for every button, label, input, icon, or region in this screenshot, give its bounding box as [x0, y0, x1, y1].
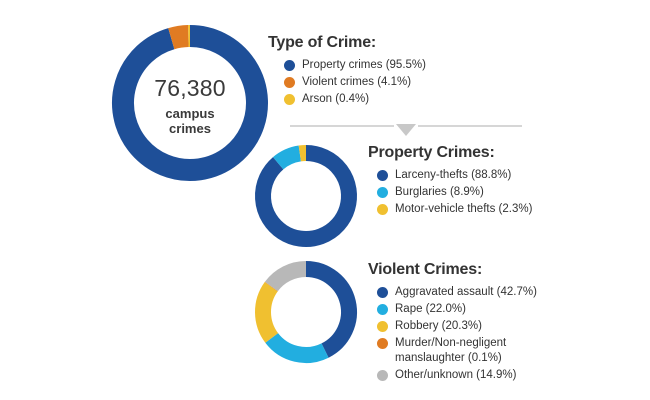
legend-label: Property crimes (95.5%): [302, 59, 426, 71]
slice-other-unknown: [264, 261, 307, 292]
legend-swatch: [284, 60, 295, 71]
total-crimes-value: 76,380: [154, 75, 226, 101]
legend-swatch: [377, 338, 388, 349]
legend-swatch: [377, 170, 388, 181]
legend-item-violent-crimes: Violent crimes (4.1%): [284, 75, 426, 90]
slice-property-crimes: [112, 25, 268, 181]
legend-swatch: [284, 94, 295, 105]
legend-label: Motor-vehicle thefts (2.3%): [395, 203, 533, 215]
legend-item-robbery: Robbery (20.3%): [377, 319, 537, 334]
legend-item-rape: Rape (22.0%): [377, 302, 537, 317]
divider-arrow: [290, 124, 522, 136]
legend-label: Aggravated assault (42.7%): [395, 286, 537, 298]
down-arrow-icon: [396, 124, 416, 136]
legend-item-larceny-thefts: Larceny-thefts (88.8%): [377, 168, 532, 183]
legend-item-murder-non-negligent-manslaughter: Murder/Non-negligent manslaughter (0.1%): [377, 336, 537, 366]
legend-swatch: [377, 321, 388, 332]
donut-svg-property-crimes: [255, 145, 357, 247]
legend-item-burglaries: Burglaries (8.9%): [377, 185, 532, 200]
slice-larceny-thefts: [255, 145, 357, 247]
legend-swatch: [377, 370, 388, 381]
slice-burglaries: [273, 145, 302, 170]
donut-svg-violent-crimes: [255, 261, 357, 363]
legend-list-property-crimes: Larceny-thefts (88.8%) Burglaries (8.9%) M…: [377, 168, 532, 217]
legend-violent-crimes: Violent Crimes: Aggravated assault (42.7…: [368, 261, 537, 385]
legend-swatch: [377, 187, 388, 198]
legend-label: Murder/Non-negligent manslaughter (0.1%): [395, 337, 507, 364]
chart-title-type-of-crime: Type of Crime:: [268, 34, 377, 51]
legend-label: Arson (0.4%): [302, 93, 370, 105]
slice-robbery: [255, 282, 279, 343]
legend-list-type-of-crime: Property crimes (95.5%) Violent crimes (4…: [284, 58, 426, 107]
legend-item-arson: Arson (0.4%): [284, 92, 426, 107]
legend-label: Other/unknown (14.9%): [395, 369, 517, 381]
legend-item-other-unknown: Other/unknown (14.9%): [377, 368, 537, 383]
donut-chart-type-of-crime: 76,380 campus crimes: [112, 25, 268, 181]
legend-item-motor-vehicle-thefts: Motor-vehicle thefts (2.3%): [377, 202, 532, 217]
slice-rape: [265, 332, 329, 363]
legend-property-crimes: Property Crimes: Larceny-thefts (88.8%) B…: [368, 144, 532, 219]
total-crimes-subtitle: campus crimes: [165, 106, 215, 136]
legend-label: Larceny-thefts (88.8%): [395, 169, 512, 181]
legend-label: Burglaries (8.9%): [395, 186, 484, 198]
donut-chart-property-crimes: [254, 144, 358, 248]
slice-violent-crimes: [168, 25, 189, 50]
chart-title-violent-crimes: Violent Crimes:: [368, 261, 483, 278]
donut-svg-type-of-crime: [112, 25, 268, 181]
legend-list-violent-crimes: Aggravated assault (42.7%) Rape (22.0%) Ro…: [377, 285, 537, 383]
legend-label: Violent crimes (4.1%): [302, 76, 412, 88]
legend-swatch: [377, 287, 388, 298]
slice-aggravated-assault: [305, 261, 357, 358]
donut-center-label: 76,380 campus crimes: [112, 75, 268, 136]
legend-swatch: [377, 304, 388, 315]
legend-swatch: [377, 204, 388, 215]
legend-label: Robbery (20.3%): [395, 320, 482, 332]
legend-item-property-crimes: Property crimes (95.5%): [284, 58, 426, 73]
legend-swatch: [284, 77, 295, 88]
donut-chart-violent-crimes: [254, 260, 358, 364]
legend-type-of-crime: Type of Crime: Property crimes (95.5%) Vi…: [268, 34, 426, 109]
chart-title-property-crimes: Property Crimes:: [368, 144, 495, 161]
legend-item-aggravated-assault: Aggravated assault (42.7%): [377, 285, 537, 300]
legend-label: Rape (22.0%): [395, 303, 466, 315]
